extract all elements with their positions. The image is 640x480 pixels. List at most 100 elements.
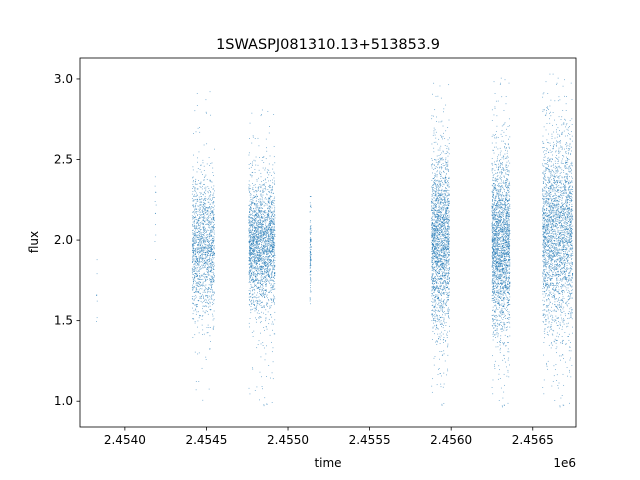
data-point <box>205 305 207 306</box>
data-point <box>249 254 251 256</box>
data-point <box>199 250 201 252</box>
data-point <box>431 247 433 249</box>
data-point <box>255 276 257 278</box>
data-point <box>208 242 209 243</box>
data-point <box>444 193 446 195</box>
data-point <box>441 274 443 276</box>
data-point <box>270 245 272 247</box>
data-point <box>210 247 211 249</box>
data-point <box>208 224 210 226</box>
data-point <box>202 222 204 224</box>
data-point <box>261 210 263 212</box>
data-point <box>269 247 270 249</box>
data-point <box>213 262 215 264</box>
data-point <box>251 201 253 203</box>
data-point <box>248 214 250 215</box>
data-point <box>202 247 203 249</box>
data-point <box>260 343 262 345</box>
data-point <box>431 262 433 263</box>
data-point <box>436 218 438 219</box>
data-point <box>193 269 195 270</box>
data-point <box>257 297 259 298</box>
data-point <box>441 355 443 356</box>
data-point <box>310 207 312 209</box>
data-point <box>447 213 449 214</box>
data-point <box>250 224 252 226</box>
data-point <box>434 182 436 184</box>
data-point <box>273 303 275 305</box>
data-point <box>202 174 203 175</box>
data-point <box>200 301 202 302</box>
data-point <box>439 333 441 335</box>
data-point <box>207 217 209 218</box>
data-point <box>198 210 200 211</box>
data-point <box>271 229 273 231</box>
data-point <box>212 194 214 196</box>
data-point <box>270 251 272 253</box>
data-point <box>259 200 261 202</box>
data-point <box>197 263 198 264</box>
data-point <box>267 243 269 244</box>
data-point <box>272 255 274 256</box>
data-point <box>438 167 440 169</box>
data-point <box>200 250 202 252</box>
data-point <box>250 231 252 233</box>
data-point <box>208 303 210 305</box>
data-point <box>443 196 445 198</box>
data-point <box>212 329 214 330</box>
data-point <box>273 252 275 254</box>
data-point <box>440 259 441 261</box>
data-point <box>271 275 273 276</box>
data-point <box>251 253 253 255</box>
data-point <box>449 330 450 332</box>
data-point <box>262 283 264 284</box>
data-point <box>249 276 251 278</box>
data-point <box>269 265 271 267</box>
data-point <box>431 221 433 223</box>
data-point <box>444 235 446 237</box>
data-point <box>198 235 200 236</box>
data-point <box>270 186 272 188</box>
data-point <box>212 241 214 242</box>
data-point <box>270 216 272 218</box>
data-point <box>250 272 252 274</box>
data-point <box>206 264 208 266</box>
data-point <box>205 359 207 360</box>
data-point <box>435 200 436 202</box>
data-point <box>444 160 446 162</box>
data-point <box>435 159 437 161</box>
data-point <box>265 231 266 232</box>
data-point <box>204 262 206 264</box>
data-point <box>209 266 211 268</box>
data-point <box>252 293 254 295</box>
data-point <box>249 247 251 249</box>
data-point <box>249 231 251 233</box>
data-point <box>437 328 439 329</box>
data-point <box>272 211 274 213</box>
data-point <box>198 236 199 238</box>
data-point <box>250 221 252 223</box>
data-point <box>444 190 445 192</box>
data-point <box>193 186 195 188</box>
data-point <box>435 245 436 247</box>
data-point <box>272 229 274 231</box>
data-point <box>205 208 206 210</box>
data-point <box>205 276 207 277</box>
data-point <box>193 243 194 245</box>
data-point <box>213 246 214 248</box>
data-point <box>449 258 450 260</box>
data-point <box>197 199 198 201</box>
data-point <box>208 230 210 231</box>
data-point <box>203 184 205 185</box>
data-point <box>259 226 261 228</box>
data-point <box>266 220 268 221</box>
data-point <box>207 239 209 241</box>
data-point <box>205 209 207 211</box>
data-point <box>445 189 447 191</box>
data-point <box>449 203 450 205</box>
data-point <box>260 322 261 324</box>
data-point <box>437 181 439 183</box>
data-point <box>436 249 438 251</box>
data-point <box>251 218 253 220</box>
